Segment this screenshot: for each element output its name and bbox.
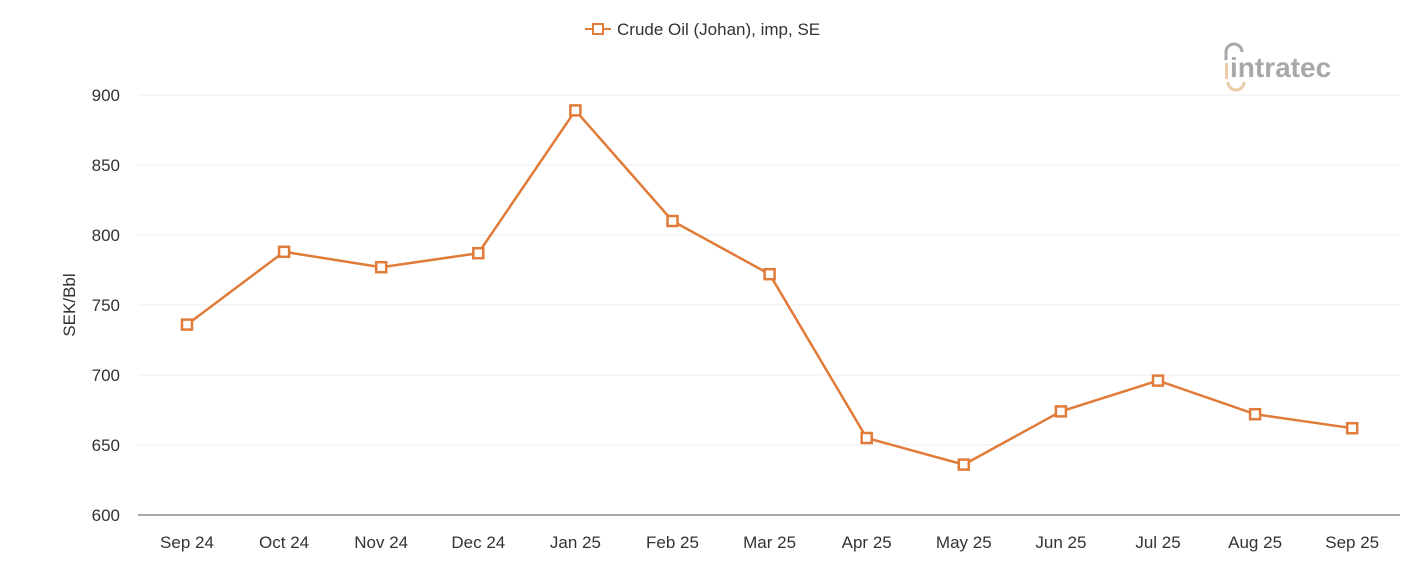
x-tick-label: Mar 25 <box>743 533 796 552</box>
x-tick-label: Sep 24 <box>160 533 214 552</box>
legend-label: Crude Oil (Johan), imp, SE <box>617 20 820 39</box>
y-axis-label: SEK/Bbl <box>60 273 79 336</box>
data-point[interactable] <box>1151 374 1165 387</box>
data-point[interactable] <box>666 214 679 228</box>
x-tick-label: Oct 24 <box>259 533 309 552</box>
y-tick-label: 650 <box>92 436 120 455</box>
x-tick-label: Feb 25 <box>646 533 699 552</box>
x-tick-label: Jan 25 <box>550 533 601 552</box>
data-point[interactable] <box>277 245 291 259</box>
data-point[interactable] <box>569 104 582 117</box>
data-point[interactable] <box>374 260 388 274</box>
data-point[interactable] <box>957 458 971 471</box>
data-point[interactable] <box>1054 405 1068 418</box>
x-tick-label: Jun 25 <box>1035 533 1086 552</box>
data-point[interactable] <box>1345 421 1359 435</box>
data-point[interactable] <box>860 431 873 445</box>
series-line <box>186 108 1353 466</box>
x-tick-label: Jul 25 <box>1135 533 1180 552</box>
y-tick-label: 700 <box>92 366 120 385</box>
x-tick-label: Apr 25 <box>842 533 892 552</box>
y-tick-label: 800 <box>92 226 120 245</box>
data-point[interactable] <box>472 246 485 260</box>
y-tick-label: 850 <box>92 156 120 175</box>
x-tick-label: Aug 25 <box>1228 533 1282 552</box>
data-point[interactable] <box>763 267 776 281</box>
x-tick-label: Dec 24 <box>451 533 505 552</box>
legend-marker-icon <box>592 23 604 35</box>
x-tick-label: May 25 <box>936 533 992 552</box>
y-tick-label: 750 <box>92 296 120 315</box>
x-tick-label: Nov 24 <box>354 533 408 552</box>
data-point[interactable] <box>180 318 194 331</box>
data-point[interactable] <box>1248 407 1262 421</box>
legend[interactable]: Crude Oil (Johan), imp, SE <box>585 20 820 39</box>
y-tick-label: 900 <box>92 86 120 105</box>
x-tick-label: Sep 25 <box>1325 533 1379 552</box>
svg-text:intratec: intratec <box>1230 52 1331 83</box>
intratec-logo: intratec <box>1224 42 1331 92</box>
y-tick-label: 600 <box>92 506 120 525</box>
